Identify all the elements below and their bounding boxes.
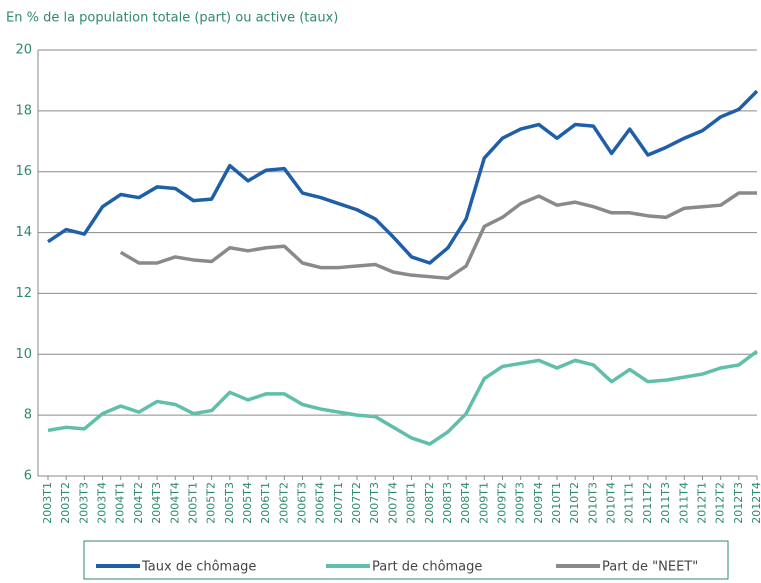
series-line <box>119 191 757 280</box>
y-tick-label: 12 <box>15 286 32 301</box>
x-tick-label: 2010T2 <box>568 482 581 524</box>
x-tick-label: 2004T3 <box>150 482 163 524</box>
x-tick-label: 2009T1 <box>477 482 490 524</box>
x-tick-label: 2006T2 <box>277 482 290 524</box>
legend-label: Taux de chômage <box>141 560 256 575</box>
x-tick-label: 2007T3 <box>368 482 381 524</box>
x-tick-label: 2008T1 <box>405 482 418 524</box>
x-tick-label: 2004T1 <box>114 482 127 524</box>
x-tick-label: 2009T3 <box>514 482 527 524</box>
legend-label: Part de chômage <box>372 560 482 575</box>
x-tick-label: 2003T1 <box>41 482 54 524</box>
x-tick-label: 2006T4 <box>314 482 327 524</box>
y-tick-label: 8 <box>24 408 32 423</box>
legend-label: Part de "NEET" <box>602 560 698 575</box>
x-tick-label: 2010T3 <box>586 482 599 524</box>
series-line <box>47 349 759 446</box>
series-line <box>47 89 759 265</box>
x-tick-label: 2007T1 <box>332 482 345 524</box>
y-tick-label: 18 <box>15 103 32 118</box>
x-tick-label: 2010T1 <box>550 482 563 524</box>
x-tick-label: 2008T4 <box>459 482 472 524</box>
x-tick-label: 2009T4 <box>532 482 545 524</box>
x-tick-label: 2004T4 <box>168 482 181 524</box>
x-tick-label: 2007T2 <box>350 482 363 524</box>
x-tick-label: 2005T4 <box>241 482 254 524</box>
x-tick-label: 2003T3 <box>77 482 90 524</box>
y-tick-label: 10 <box>15 347 32 362</box>
x-tick-label: 2012T3 <box>732 482 745 524</box>
x-tick-label: 2011T3 <box>659 482 672 524</box>
y-tick-label: 6 <box>24 469 32 484</box>
x-tick-label: 2010T4 <box>605 482 618 524</box>
x-tick-label: 2012T2 <box>714 482 727 524</box>
x-tick-label: 2003T2 <box>59 482 72 524</box>
x-tick-label: 2011T4 <box>677 482 690 524</box>
chart-title: En % de la population totale (part) ou a… <box>6 11 338 26</box>
x-tick-label: 2012T4 <box>750 482 761 524</box>
x-tick-label: 2006T1 <box>259 482 272 524</box>
x-tick-label: 2011T2 <box>641 482 654 524</box>
x-tick-label: 2006T3 <box>296 482 309 524</box>
x-tick-label: 2007T4 <box>386 482 399 524</box>
x-tick-label: 2012T1 <box>695 482 708 524</box>
x-tick-label: 2008T2 <box>423 482 436 524</box>
x-tick-label: 2005T2 <box>205 482 218 524</box>
y-tick-label: 20 <box>15 43 32 58</box>
x-tick-label: 2005T1 <box>186 482 199 524</box>
x-tick-label: 2004T2 <box>132 482 145 524</box>
x-tick-label: 2011T1 <box>623 482 636 524</box>
y-tick-label: 16 <box>15 164 32 179</box>
legend-box <box>83 540 729 580</box>
x-tick-label: 2003T4 <box>96 482 109 524</box>
x-tick-label: 2005T3 <box>223 482 236 524</box>
x-tick-label: 2009T2 <box>495 482 508 524</box>
y-tick-label: 14 <box>15 225 32 240</box>
x-tick-label: 2008T3 <box>441 482 454 524</box>
